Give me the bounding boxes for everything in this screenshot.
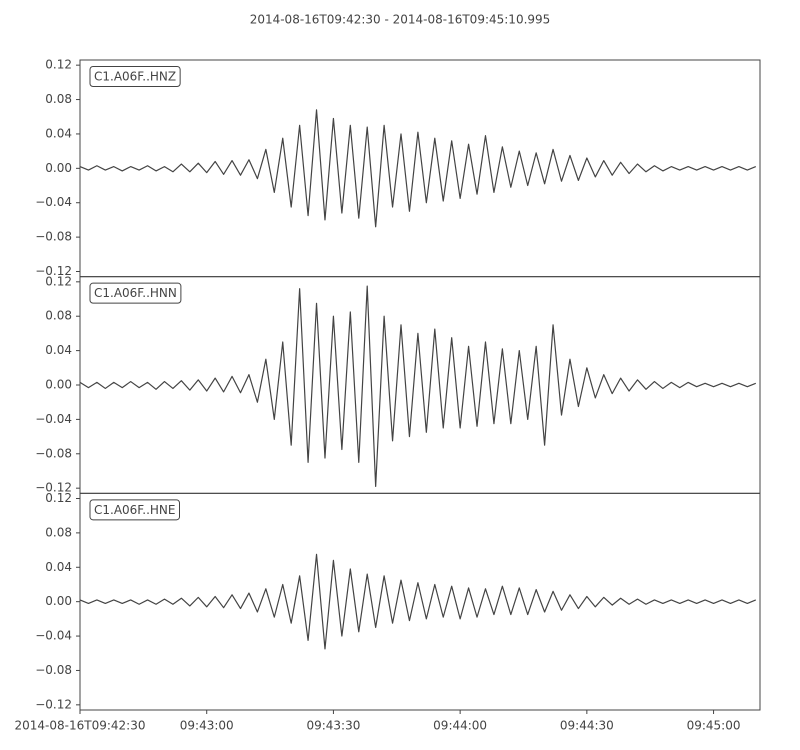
y-tick-label: −0.08 (35, 446, 72, 460)
y-tick-label: 0.04 (45, 126, 72, 140)
trace-label: C1.A06F..HNZ (94, 70, 176, 84)
y-tick-label: 0.00 (45, 161, 72, 175)
chart-title: 2014-08-16T09:42:30 - 2014-08-16T09:45:1… (250, 13, 551, 27)
waveform (79, 109, 757, 228)
y-tick-label: −0.12 (35, 481, 72, 495)
x-tick-label: 09:44:30 (560, 719, 614, 733)
y-tick-label: 0.00 (45, 378, 72, 392)
y-tick-label: 0.08 (45, 525, 72, 539)
y-tick-label: 0.12 (45, 58, 72, 72)
y-tick-label: −0.12 (35, 697, 72, 711)
x-tick-label: 2014-08-16T09:42:30 (15, 719, 146, 733)
x-tick-label: 09:43:00 (180, 719, 234, 733)
trace-label: C1.A06F..HNN (94, 286, 177, 300)
trace-label-box (89, 282, 182, 304)
waveform (79, 285, 757, 488)
y-tick-label: −0.04 (35, 629, 72, 643)
y-tick-label: 0.08 (45, 92, 72, 106)
trace-label-box (89, 66, 181, 87)
y-tick-label: −0.12 (35, 264, 72, 278)
y-tick-label: 0.12 (45, 274, 72, 288)
y-tick-label: −0.04 (35, 195, 72, 209)
trace-label: C1.A06F..HNE (94, 503, 176, 517)
y-tick-label: −0.04 (35, 412, 72, 426)
y-tick-label: 0.12 (45, 491, 72, 505)
x-tick-label: 09:45:00 (687, 719, 741, 733)
y-tick-label: −0.08 (35, 230, 72, 244)
x-tick-label: 09:43:30 (306, 719, 360, 733)
y-tick-label: 0.00 (45, 594, 72, 608)
y-tick-label: −0.08 (35, 663, 72, 677)
trace-label-box (89, 499, 180, 521)
y-tick-label: 0.04 (45, 560, 72, 574)
y-tick-label: 0.04 (45, 343, 72, 357)
waveform (79, 553, 757, 650)
y-tick-label: 0.08 (45, 309, 72, 323)
x-tick-label: 09:44:00 (433, 719, 487, 733)
